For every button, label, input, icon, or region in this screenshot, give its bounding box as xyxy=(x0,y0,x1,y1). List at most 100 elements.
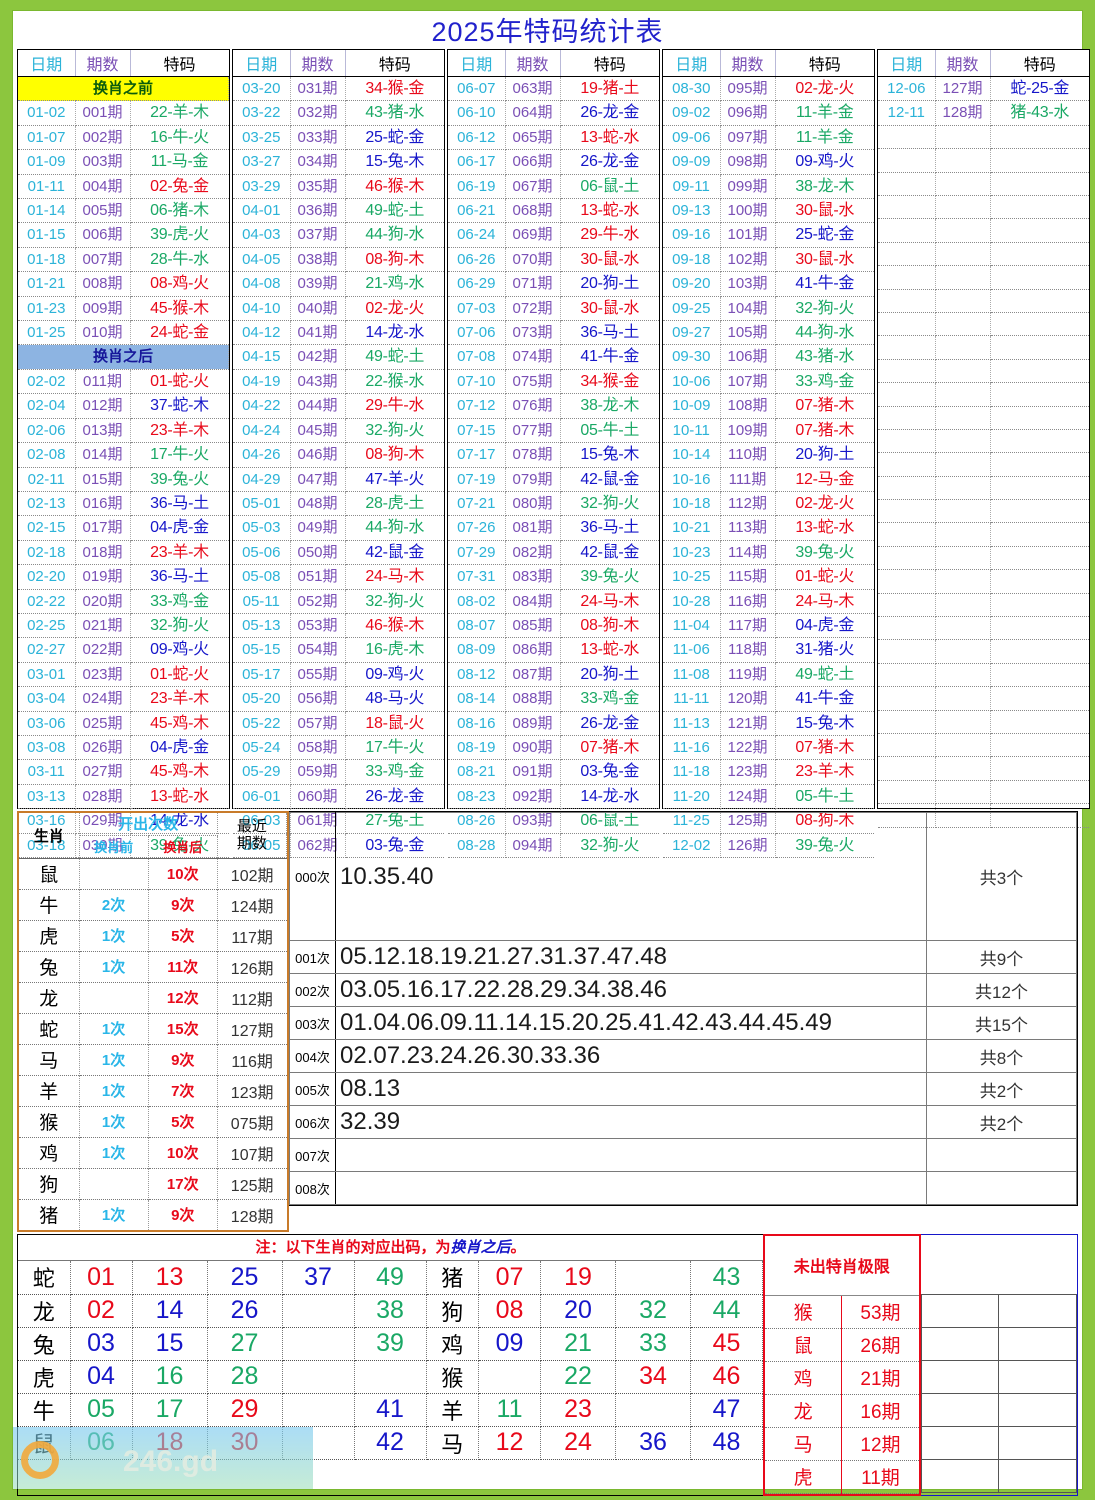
cell-issue: 108期 xyxy=(720,393,776,419)
table-row: 07-06 073期 36-马-土 xyxy=(448,320,659,346)
table-row-empty xyxy=(878,780,1089,805)
cell-issue: 002期 xyxy=(75,125,131,151)
cell-code: 21-鸡-水 xyxy=(345,271,444,297)
cell-date: 11-11 xyxy=(663,686,721,712)
cell-issue: 022期 xyxy=(75,637,131,663)
table-row-empty xyxy=(878,569,1089,594)
cell-code: 28-虎-土 xyxy=(345,491,444,517)
map-number-cell: 44 xyxy=(690,1294,763,1328)
map-number-cell: 34 xyxy=(615,1360,691,1394)
table-row-empty xyxy=(878,733,1089,758)
cell-code: 猪-43-水 xyxy=(990,100,1089,126)
cell-date: 11-18 xyxy=(663,759,721,785)
cell-code: 03-兔-金 xyxy=(560,759,659,785)
map-number-cell: 06 xyxy=(70,1426,133,1460)
table-row: 07-26 081期 36-马-土 xyxy=(448,515,659,541)
cell-issue: 068期 xyxy=(505,198,561,224)
table-row: 04-05 038期 08-狗-木 xyxy=(233,247,444,273)
table-row: 03-20 031期 34-猴-金 xyxy=(233,76,444,102)
cell-issue: 008期 xyxy=(75,271,131,297)
map-number-cell: 28 xyxy=(207,1360,283,1394)
table-row: 06-29 071期 20-狗-土 xyxy=(448,271,659,297)
table-row-empty xyxy=(878,382,1089,407)
table-row-empty xyxy=(878,452,1089,477)
frequency-label: 004次 xyxy=(289,1039,336,1073)
table-row: 05-11 052期 32-狗-火 xyxy=(233,589,444,614)
cell-date: 05-17 xyxy=(233,662,291,688)
map-number-cell: 37 xyxy=(282,1261,355,1295)
cell-date: 07-03 xyxy=(448,296,506,322)
cell-code: 14-龙-水 xyxy=(560,784,659,810)
cell-issue: 020期 xyxy=(75,589,131,614)
table-row: 08-09 086期 13-蛇-水 xyxy=(448,637,659,663)
table-row: 07-19 079期 42-鼠-金 xyxy=(448,467,659,492)
frequency-numbers: 05.12.18.19.21.27.31.37.47.48 xyxy=(335,940,927,974)
frequency-numbers: 32.39 xyxy=(335,1105,927,1139)
draw-history-grid: 日期 期数 特码 换肖之前 01-02 001期 22-羊-木 01-07 002期 16-牛-火… xyxy=(13,49,1090,859)
frequency-total xyxy=(926,1171,1077,1205)
cell-code: 42-鼠-金 xyxy=(345,540,444,566)
cell-issue: 118期 xyxy=(720,637,776,663)
cell-date: 06-19 xyxy=(448,174,506,200)
limit-row: 鼠 26期 xyxy=(765,1328,919,1362)
table-row: 11-06 118期 31-猪-火 xyxy=(663,637,874,663)
table-row-empty xyxy=(878,125,1089,150)
cell-code: 24-马-木 xyxy=(560,589,659,614)
zodiac-stat-row: 鸡 1次 10次 107期 xyxy=(19,1136,287,1168)
zodiac-name: 狗 xyxy=(19,1167,80,1199)
cell-issue: 083期 xyxy=(505,564,561,590)
counts-col-header: 开出次数 xyxy=(79,813,218,836)
limit-zodiac: 鼠 xyxy=(765,1328,843,1362)
frequency-label: 002次 xyxy=(289,973,336,1007)
history-block: 日期 期数 特码 08-30 095期 02-龙-火 09-02 096期 11-羊-金 09-0… xyxy=(662,49,875,859)
cell-issue: 038期 xyxy=(290,247,346,273)
limit-zodiac: 马 xyxy=(765,1427,843,1461)
cell-issue: 112期 xyxy=(720,491,776,517)
cell-issue: 054期 xyxy=(290,637,346,663)
cell-issue: 100期 xyxy=(720,198,776,224)
cell-code: 30-鼠-水 xyxy=(775,198,874,224)
cell-issue: 045期 xyxy=(290,418,346,444)
table-row: 04-12 041期 14-龙-水 xyxy=(233,320,444,346)
cell-date: 07-08 xyxy=(448,344,506,370)
cell-issue: 116期 xyxy=(720,589,776,614)
table-row: 04-03 037期 44-狗-水 xyxy=(233,222,444,248)
number-map-row: 羊 11 23 47 xyxy=(426,1393,763,1427)
map-zodiac-name: 兔 xyxy=(18,1327,71,1361)
cell-code: 11-羊-金 xyxy=(775,100,874,126)
map-number-cell: 36 xyxy=(615,1426,691,1460)
zodiac-stat-row: 虎 1次 5次 117期 xyxy=(19,919,287,951)
zodiac-stat-row: 牛 2次 9次 124期 xyxy=(19,888,287,920)
map-number-cell: 43 xyxy=(690,1261,763,1295)
table-row-empty xyxy=(878,335,1089,360)
table-row: 11-04 117期 04-虎-金 xyxy=(663,613,874,639)
cell-date: 11-13 xyxy=(663,711,721,736)
cell-date: 12-06 xyxy=(878,76,936,102)
cell-code: 42-鼠-金 xyxy=(560,467,659,492)
cell-issue: 079期 xyxy=(505,467,561,492)
blank-header xyxy=(921,1235,1077,1295)
cell-code: 33-鸡-金 xyxy=(130,589,229,614)
cell-date: 10-28 xyxy=(663,589,721,614)
cell-code: 29-牛-水 xyxy=(560,222,659,248)
table-row: 04-26 046期 08-狗-木 xyxy=(233,442,444,468)
cell-date: 03-22 xyxy=(233,100,291,126)
limit-periods: 26期 xyxy=(841,1328,919,1362)
cell-date: 04-29 xyxy=(233,467,291,492)
frequency-total: 共8个 xyxy=(926,1039,1077,1073)
cell-issue: 123期 xyxy=(720,759,776,785)
table-row: 05-29 059期 33-鸡-金 xyxy=(233,759,444,785)
table-row: 10-25 115期 01-蛇-火 xyxy=(663,564,874,590)
cell-code: 08-狗-木 xyxy=(345,442,444,468)
missing-zodiac-limit-table: 未出特肖极限 猴 53期鼠 26期鸡 21期龙 16期马 12期虎 11期 xyxy=(763,1234,921,1496)
zodiac-name: 虎 xyxy=(19,919,80,951)
cell-date: 02-20 xyxy=(18,564,76,590)
map-number-cell: 45 xyxy=(690,1327,763,1361)
cell-code: 24-马-木 xyxy=(775,589,874,614)
table-row: 08-21 091期 03-兔-金 xyxy=(448,759,659,785)
map-number-cell: 24 xyxy=(540,1426,616,1460)
number-map-row: 蛇 01 13 25 37 49 xyxy=(18,1261,427,1295)
cell-code: 24-马-木 xyxy=(345,564,444,590)
cell-issue: 115期 xyxy=(720,564,776,590)
table-row: 06-24 069期 29-牛-水 xyxy=(448,222,659,248)
